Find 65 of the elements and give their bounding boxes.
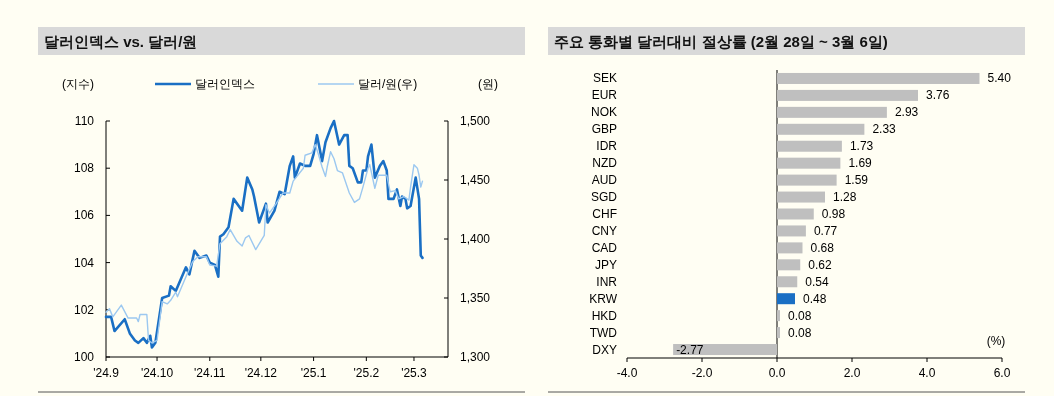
- y-tick-label: NOK: [590, 105, 617, 120]
- y-tick-label: JPY: [594, 257, 617, 272]
- y-tick-label: 104: [73, 255, 95, 270]
- x-tick-label: 4.0: [918, 366, 936, 380]
- x-tick-label: 0.0: [768, 366, 786, 380]
- data-label: 0.54: [805, 274, 829, 289]
- y-tick-label: 110: [74, 114, 95, 128]
- data-label: 5.40: [987, 71, 1012, 86]
- legend-label: 달러/원(우): [358, 77, 418, 91]
- y-tick-label: 108: [73, 161, 95, 176]
- x-tick-label: '24.12: [244, 366, 278, 380]
- data-label: 1.73: [849, 139, 874, 154]
- data-label: 1.69: [848, 156, 873, 171]
- y2-axis-title: (원): [478, 77, 498, 91]
- annotation: (%): [986, 334, 1006, 348]
- y-axis-title: (지수): [62, 77, 94, 91]
- data-label: 3.76: [926, 88, 950, 103]
- x-tick-label: '25.3: [401, 366, 428, 380]
- y-tick-label: CAD: [591, 240, 618, 255]
- data-label: 0.08: [788, 308, 812, 323]
- data-label: 2.93: [894, 105, 919, 120]
- data-label: 0.08: [788, 325, 812, 340]
- x-tick-label: -4.0: [616, 366, 638, 380]
- x-tick-label: '25.2: [353, 366, 380, 380]
- chart-title: 주요 통화별 달러대비 절상률 (2월 28일 ~ 3월 6일): [554, 33, 888, 50]
- y-tick-label: HKD: [591, 308, 618, 323]
- y-tick-label: 100: [73, 350, 95, 364]
- data-label: 0.48: [803, 291, 827, 306]
- y2-tick-label: 1,350: [460, 291, 491, 305]
- y-tick-label: EUR: [591, 88, 618, 103]
- y2-tick-label: 1,300: [460, 350, 491, 364]
- x-tick-label: 6.0: [993, 366, 1011, 380]
- data-label: -2.77: [676, 342, 704, 357]
- x-tick-label: 2.0: [843, 366, 861, 380]
- y-tick-label: CNY: [591, 223, 617, 238]
- data-label: 0.77: [813, 223, 838, 238]
- y-tick-label: KRW: [589, 291, 618, 306]
- y-tick-label: AUD: [591, 173, 618, 188]
- y-tick-label: SGD: [590, 190, 618, 205]
- x-tick-label: '25.1: [300, 366, 327, 380]
- y-tick-label: DXY: [592, 342, 617, 357]
- data-label: 1.59: [844, 173, 869, 188]
- x-tick-label: '24.9: [93, 366, 120, 380]
- legend-label: 달러인덱스: [195, 77, 255, 91]
- y-tick-label: SEK: [592, 71, 617, 86]
- y-tick-label: 106: [73, 208, 95, 223]
- data-label: 0.98: [821, 207, 846, 221]
- y-tick-label: IDR: [596, 139, 618, 154]
- data-label: 1.28: [833, 190, 857, 205]
- y-tick-label: GBP: [591, 122, 617, 137]
- y-tick-label: TWD: [589, 325, 618, 340]
- y-tick-label: INR: [596, 274, 618, 289]
- y-tick-label: CHF: [592, 207, 617, 221]
- data-label: 0.68: [810, 240, 835, 255]
- y-tick-label: NZD: [592, 156, 618, 171]
- y2-tick-label: 1,450: [460, 173, 491, 187]
- y2-tick-label: 1,500: [460, 114, 491, 128]
- x-tick-label: -2.0: [691, 366, 713, 380]
- data-label: 2.33: [872, 122, 897, 137]
- chart-title: 달러인덱스 vs. 달러/원: [44, 33, 198, 50]
- y2-tick-label: 1,400: [460, 232, 491, 246]
- x-tick-label: '24.11: [194, 366, 226, 380]
- y-tick-label: 102: [73, 302, 95, 317]
- data-label: 0.62: [808, 257, 832, 272]
- x-tick-label: '24.10: [140, 366, 174, 380]
